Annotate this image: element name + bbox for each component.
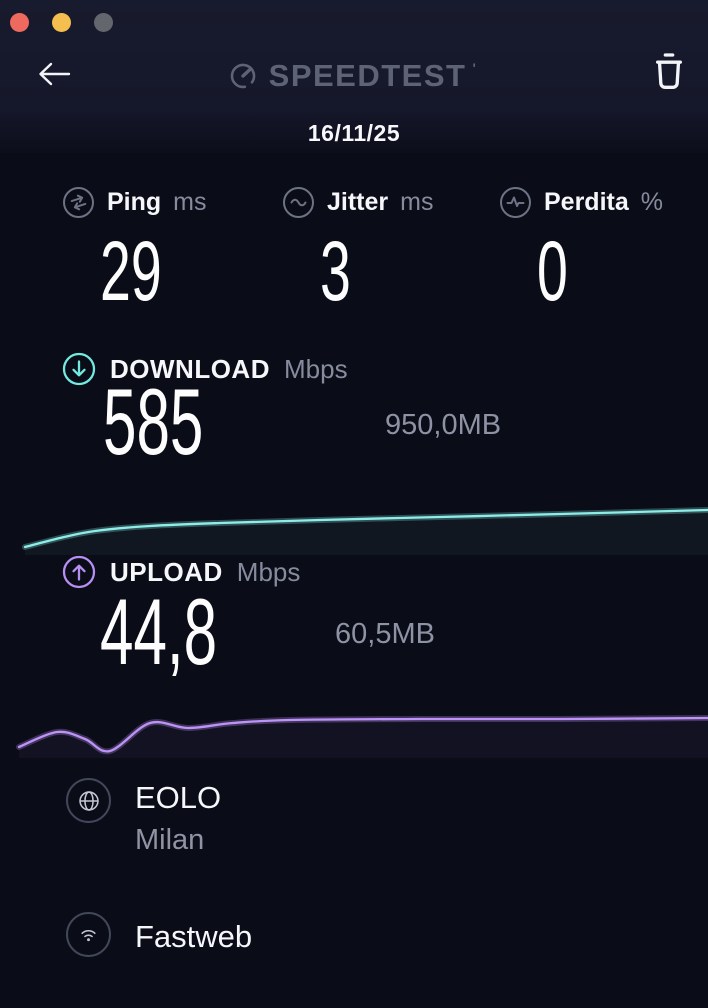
packet-loss-unit: % [640,187,663,216]
packet-loss-icon [499,186,532,219]
isp-info-row: Fastweb [66,912,252,957]
server-name: EOLO [135,780,222,815]
delete-result-button[interactable] [643,50,689,98]
test-date: 16/11/25 [307,120,401,146]
upload-label: UPLOAD [110,556,223,587]
ping-label: Ping [107,187,162,216]
packet-loss-stat: Perdita % 0 [499,185,663,313]
ping-stat: Ping ms 29 [62,185,207,313]
packet-loss-label: Perdita [544,187,629,216]
download-icon [62,352,96,386]
wifi-icon [66,912,111,957]
download-header: DOWNLOAD Mbps [62,352,348,386]
jitter-stat: Jitter ms 3 [282,185,433,313]
upload-transferred: 60,5MB [335,618,435,650]
jitter-value: 3 [320,224,351,318]
packet-loss-value: 0 [537,224,568,318]
server-info-row: EOLO Milan [66,778,221,857]
upload-unit: Mbps [236,556,301,587]
back-button[interactable] [28,55,72,95]
download-unit: Mbps [283,353,348,384]
download-label: DOWNLOAD [110,353,270,384]
upload-icon [62,555,96,589]
upload-value: 44,8 [100,579,218,684]
download-transferred: 950,0MB [385,409,502,441]
server-location: Milan [135,824,205,857]
isp-name: Fastweb [135,919,253,954]
minimize-button[interactable] [52,13,71,32]
gauge-icon [227,60,259,92]
upload-header: UPLOAD Mbps [62,555,300,589]
upload-sparkline-chart [0,706,708,758]
jitter-unit: ms [400,187,434,216]
trash-icon [649,53,689,98]
globe-icon [66,778,111,823]
window-controls [10,13,113,32]
download-sparkline-chart [0,497,708,555]
ping-value: 29 [100,224,162,318]
zoom-button[interactable] [94,13,113,32]
ping-icon [62,186,95,219]
logo-trademark: ' [472,60,478,76]
download-value: 585 [103,369,204,474]
back-arrow-icon [34,62,74,94]
speedtest-logo: SPEEDTEST ' [0,58,708,94]
header-background [0,0,708,153]
jitter-icon [282,186,315,219]
logo-wordmark: SPEEDTEST [268,58,467,93]
jitter-label: Jitter [327,187,389,216]
close-button[interactable] [10,13,29,32]
ping-unit: ms [173,187,207,216]
